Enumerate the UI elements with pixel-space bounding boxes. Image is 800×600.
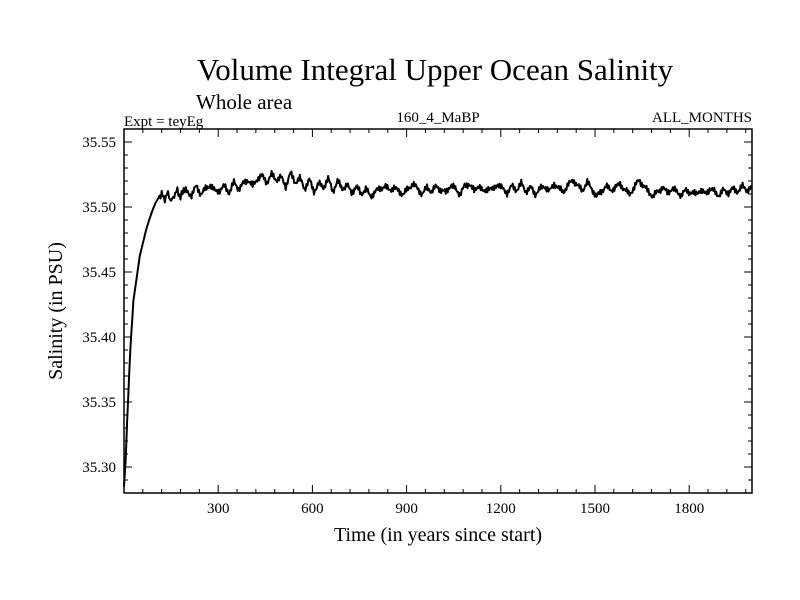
y-tick-labels: 35.30 35.35 35.40 35.45 35.50 35.55 <box>82 135 116 476</box>
y-tick-label: 35.40 <box>82 330 116 346</box>
x-tick-label: 1200 <box>486 501 516 517</box>
x-tick-label: 900 <box>395 501 418 517</box>
run-label: 160_4_MaBP <box>396 110 479 126</box>
x-tick-label: 600 <box>301 501 324 517</box>
months-label: ALL_MONTHS <box>652 110 752 126</box>
y-axis-label: Salinity (in PSU) <box>45 242 67 380</box>
y-tick-label: 35.50 <box>82 200 116 216</box>
x-tick-label: 1800 <box>674 501 704 517</box>
chart-title: Volume Integral Upper Ocean Salinity <box>197 52 674 87</box>
x-tick-label: 300 <box>207 501 230 517</box>
x-axis-label: Time (in years since start) <box>334 524 542 546</box>
chart-subtitle: Whole area <box>196 90 293 114</box>
salinity-series-line <box>123 169 753 487</box>
x-tick-label: 1500 <box>580 501 610 517</box>
y-tick-label: 35.35 <box>82 395 116 411</box>
axis-ticks <box>124 129 752 493</box>
y-tick-label: 35.55 <box>82 135 116 151</box>
y-tick-label: 35.30 <box>82 460 116 476</box>
plot-frame <box>123 128 753 494</box>
y-tick-label: 35.45 <box>82 265 116 281</box>
experiment-label: Expt = teyEg <box>124 114 204 130</box>
x-tick-labels: 300 600 900 1200 1500 1800 <box>207 501 704 517</box>
